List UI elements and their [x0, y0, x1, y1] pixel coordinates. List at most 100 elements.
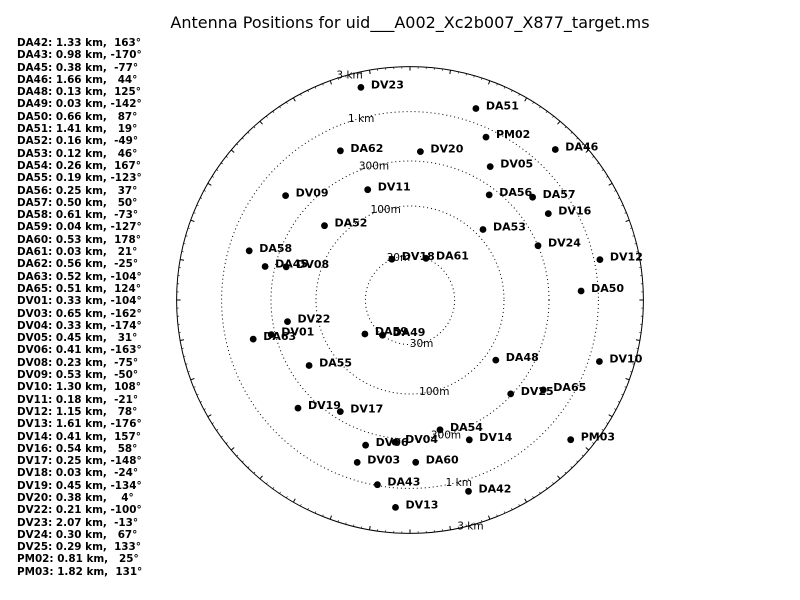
angle-tick	[581, 454, 584, 457]
antenna-label: DV08	[296, 258, 329, 271]
antenna-point	[321, 222, 328, 230]
angle-tick	[369, 525, 371, 530]
angle-tick	[545, 110, 548, 113]
angle-tick	[307, 507, 309, 510]
antenna-label: DV22	[298, 313, 331, 326]
angle-tick	[200, 401, 203, 403]
angle-tick	[576, 460, 579, 463]
legend-entry: DA62: 0.56 km, -25°	[17, 258, 139, 271]
angle-tick	[187, 227, 190, 229]
antenna-label: DV11	[378, 181, 411, 194]
angle-tick	[624, 212, 627, 214]
antenna-label: DA59	[375, 325, 408, 338]
angle-tick	[503, 511, 506, 514]
angle-tick	[207, 182, 212, 186]
angle-tick	[353, 524, 355, 527]
angle-tick	[180, 339, 185, 341]
angle-tick	[557, 475, 561, 480]
angle-tick	[634, 355, 637, 357]
legend-entry: DA43: 0.98 km, -170°	[17, 49, 142, 62]
legend-entry: DA61: 0.03 km, 21°	[17, 246, 138, 259]
legend-entry: DV03: 0.65 km, -162°	[17, 307, 142, 320]
angle-tick	[624, 386, 627, 388]
legend-entry: DA51: 1.41 km, 19°	[17, 123, 138, 136]
legend-entry: DA65: 0.51 km, 124°	[17, 282, 141, 295]
angle-tick	[220, 162, 223, 165]
legend-entry: DA52: 0.16 km, -49°	[17, 135, 139, 148]
angle-tick	[597, 435, 600, 438]
legend-entry: DV18: 0.03 km, -24°	[17, 467, 139, 480]
angle-tick	[292, 498, 296, 503]
angle-tick	[211, 422, 214, 424]
angle-tick	[259, 120, 263, 125]
angle-tick	[617, 401, 620, 403]
antenna-point	[436, 426, 444, 434]
angle-tick	[241, 137, 244, 140]
antenna-label: DV25	[521, 385, 554, 398]
angle-tick	[307, 90, 309, 93]
angle-tick	[196, 204, 199, 207]
distance-ring	[364, 254, 456, 346]
angle-tick	[180, 259, 185, 261]
angle-tick	[230, 149, 235, 153]
legend-entry: DV12: 1.15 km, 78°	[17, 405, 138, 418]
antenna-label: DV04	[405, 433, 438, 446]
legend-entry: DA46: 1.66 km, 44°	[17, 73, 138, 86]
angle-tick	[592, 156, 595, 158]
angle-tick	[570, 466, 573, 469]
angle-tick	[635, 259, 640, 261]
distance-ring	[221, 111, 599, 489]
legend-entry: DA60: 0.53 km, 178°	[17, 233, 141, 246]
antenna-point	[392, 504, 399, 511]
angle-tick	[286, 496, 288, 499]
angle-tick	[220, 435, 223, 438]
angle-tick	[532, 101, 534, 104]
antenna-label: DA51	[486, 100, 519, 113]
antenna-label: PM02	[496, 128, 530, 141]
angle-tick	[236, 143, 239, 146]
angle-tick	[518, 504, 520, 507]
legend-entry: DA42: 1.33 km, 163°	[17, 37, 141, 49]
angle-tick	[266, 482, 268, 485]
angle-tick	[488, 80, 491, 85]
antenna-label: DV16	[558, 205, 591, 218]
chart-title: Antenna Positions for uid___A002_Xc2b007…	[170, 13, 650, 32]
angle-tick	[632, 235, 635, 237]
antenna-point	[261, 263, 269, 270]
angle-tick	[524, 97, 528, 102]
legend-entry: DV01: 0.33 km, -104°	[17, 295, 142, 308]
antenna-point	[472, 105, 480, 112]
angle-tick	[449, 70, 451, 75]
angle-tick	[247, 131, 250, 134]
legend-entry: DA48: 0.13 km, 125°	[17, 86, 141, 99]
angle-tick	[473, 75, 475, 78]
angle-tick	[634, 243, 637, 245]
antenna-label: DA46	[565, 141, 598, 154]
angle-tick	[614, 190, 617, 192]
antenna-point	[486, 163, 494, 171]
antenna-point	[267, 331, 275, 338]
antenna-label: DA48	[506, 351, 539, 364]
antenna-point	[482, 133, 490, 141]
angle-tick	[632, 363, 635, 365]
angle-tick	[635, 339, 640, 341]
angle-tick	[557, 120, 561, 125]
angle-ticks	[176, 66, 644, 534]
ring-label: 100m	[419, 386, 449, 398]
angle-tick	[185, 235, 188, 237]
legend-entry: DA45: 0.38 km, -77°	[17, 61, 139, 74]
angle-tick	[183, 243, 186, 245]
antenna-label: DA58	[259, 242, 292, 255]
antenna-point	[353, 459, 361, 466]
antenna-point	[539, 386, 547, 394]
antenna-point	[465, 436, 473, 444]
angle-tick	[617, 197, 620, 199]
antenna-label: DV24	[548, 237, 581, 250]
antenna-label: DV17	[350, 403, 383, 416]
angle-tick	[185, 363, 188, 365]
angle-tick	[564, 126, 567, 129]
angle-tick	[196, 393, 199, 396]
legend-entry: DA56: 0.25 km, 37°	[17, 184, 138, 197]
angle-tick	[576, 137, 579, 140]
